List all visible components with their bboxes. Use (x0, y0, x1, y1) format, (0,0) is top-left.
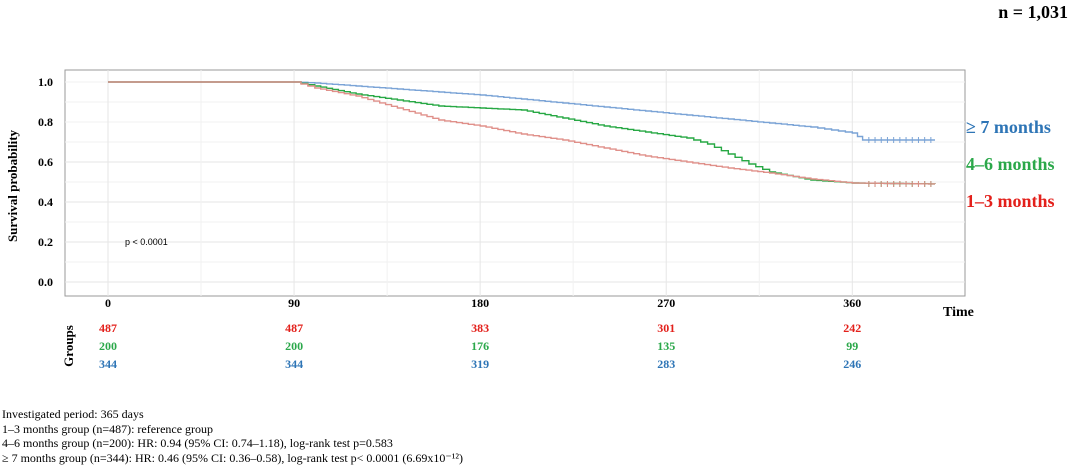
risk-value: 319 (471, 357, 489, 371)
x-axis-label: Time (943, 305, 974, 320)
y-tick-label: 0.6 (38, 155, 53, 169)
series-lines (108, 81, 936, 185)
censor-marks (868, 137, 932, 187)
risk-value: 242 (843, 321, 861, 335)
y-tick-label: 0.0 (38, 275, 53, 289)
footnote-7-months: ≥ 7 months group (n=344): HR: 0.46 (95% … (2, 450, 463, 465)
series-labels: ≥ 7 months 4–6 months 1–3 months (966, 117, 1055, 211)
risk-value: 99 (846, 339, 858, 353)
x-tick-label: 90 (288, 296, 300, 310)
risk-value: 383 (471, 321, 489, 335)
x-tick-label: 360 (843, 296, 861, 310)
y-tick-labels: 0.0 0.2 0.4 0.6 0.8 1.0 (38, 75, 53, 289)
footnote-reference: 1–3 months group (n=487): reference grou… (2, 421, 214, 436)
risk-value: 135 (657, 339, 675, 353)
risk-value: 344 (285, 357, 303, 371)
y-tick-label: 0.4 (38, 195, 53, 209)
x-tick-label: 270 (657, 296, 675, 310)
x-tick-labels: 0 90 180 270 360 (105, 296, 861, 310)
risk-value: 176 (471, 339, 489, 353)
risk-value: 301 (657, 321, 675, 335)
risk-value: 487 (285, 321, 303, 335)
risk-value: 246 (843, 357, 861, 371)
series-line-2 (108, 81, 936, 185)
y-tick-label: 0.2 (38, 235, 53, 249)
y-tick-label: 1.0 (38, 75, 53, 89)
p-value-annotation: p < 0.0001 (125, 237, 168, 247)
x-tick-label: 0 (105, 296, 111, 310)
risk-table: 487 487 383 301 242 200 200 176 135 99 344 344 319 28… (99, 321, 861, 371)
plot-area (64, 69, 966, 297)
risk-value: 344 (99, 357, 117, 371)
sample-size-label: n = 1,031 (998, 2, 1068, 22)
risk-value: 200 (99, 339, 117, 353)
risk-value: 487 (99, 321, 117, 335)
y-axis-label: Survival probability (5, 129, 20, 242)
risk-value: 200 (285, 339, 303, 353)
footnotes: Investigated period: 365 days 1–3 months… (2, 407, 463, 465)
x-tick-label: 180 (471, 296, 489, 310)
risk-value: 283 (657, 357, 675, 371)
series-label-0: ≥ 7 months (966, 117, 1051, 137)
series-label-1: 4–6 months (966, 154, 1055, 174)
y-tick-label: 0.8 (38, 115, 53, 129)
footnote-4-6-months: 4–6 months group (n=200): HR: 0.94 (95% … (2, 436, 393, 450)
footnote-period: Investigated period: 365 days (2, 407, 144, 421)
series-label-2: 1–3 months (966, 191, 1055, 211)
plot-frame (64, 69, 966, 297)
series-line-0 (108, 81, 935, 141)
gridlines (65, 70, 965, 296)
risk-table-label: Groups (61, 325, 76, 367)
